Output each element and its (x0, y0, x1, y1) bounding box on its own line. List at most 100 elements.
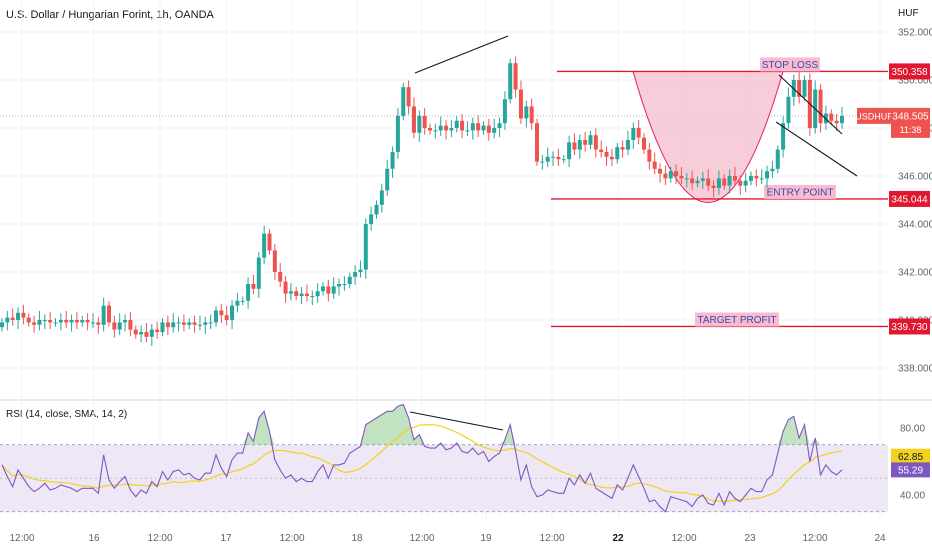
candle-body (444, 125, 449, 131)
symbol-badge (857, 107, 891, 124)
price-tick: 352.000 (898, 28, 932, 39)
candle-body (69, 320, 74, 323)
candle-body (326, 286, 331, 294)
candle-body (663, 173, 668, 179)
candle-body (438, 125, 443, 131)
rsi-overbought-fill (777, 431, 784, 445)
candle-body (379, 190, 384, 205)
time-tick: 23 (744, 533, 756, 544)
candle-body (513, 63, 518, 90)
candle-body (716, 178, 721, 188)
candle-body (85, 320, 90, 323)
candle-body (256, 257, 261, 289)
chart-title: U.S. Dollar / Hungarian Forint, 1h, OAND… (6, 9, 214, 21)
candle-body (288, 291, 293, 294)
candle-body (155, 329, 160, 332)
sma-value-badge (891, 448, 930, 464)
candle-body (765, 171, 770, 179)
candle-body (732, 176, 737, 181)
level-label: TARGET PROFIT (697, 315, 776, 326)
candle-body (112, 322, 117, 330)
candle-body (588, 135, 593, 145)
candle-body (604, 152, 609, 157)
candle-body (609, 156, 614, 160)
time-tick: 12:00 (279, 533, 304, 544)
level-label: ENTRY POINT (767, 187, 834, 198)
candle-body (625, 140, 630, 150)
candle-body (417, 116, 422, 133)
candle-body (294, 291, 299, 296)
currency-label: HUF (898, 8, 919, 19)
candle-body (42, 320, 47, 321)
candle-body (37, 320, 42, 325)
candle-body (246, 284, 251, 301)
candle-body (802, 80, 807, 97)
rsi-indicator-title[interactable]: RSI (14, close, SMA, 14, 2) (6, 409, 128, 420)
candle-body (658, 168, 663, 174)
candle-body (668, 171, 673, 179)
candle-body (652, 161, 657, 169)
candle-body (390, 152, 395, 169)
candle-body (331, 286, 336, 294)
rsi-value-text: 55.29 (898, 465, 923, 476)
level-price-badge (889, 63, 930, 80)
candle-body (829, 113, 834, 121)
candle-body (706, 178, 711, 186)
countdown-text: 11:38 (900, 125, 922, 135)
candle-body (208, 322, 213, 324)
candle-body (80, 320, 85, 323)
candle-body (492, 128, 497, 133)
candle-body (593, 135, 598, 150)
candle-body (267, 233, 272, 251)
candle-body (224, 315, 229, 320)
time-tick: 19 (480, 533, 492, 544)
candle-body (449, 128, 454, 131)
candle-body (631, 128, 636, 140)
sma-value-text: 62.85 (898, 452, 923, 463)
rsi-overbought-fill (376, 414, 382, 445)
level-label: STOP LOSS (762, 60, 819, 71)
rsi-line (1, 403, 843, 513)
rsi-tick: 40.00 (900, 491, 925, 502)
current-price-badge (891, 107, 930, 138)
price-tick: 346.000 (898, 172, 932, 183)
rsi-band (0, 444, 888, 512)
rsi-overbought-fill (510, 424, 516, 445)
rsi-overbought-fill (804, 424, 810, 445)
candle-body (577, 140, 582, 150)
candle-body (775, 149, 780, 169)
candle-body (310, 296, 315, 297)
candle-body (727, 176, 732, 186)
candle-body (642, 137, 646, 150)
candle-body (160, 322, 165, 332)
candle-body (107, 305, 111, 323)
rsi-tick: 80.00 (900, 424, 925, 435)
candle-body (545, 156, 550, 162)
candle-body (818, 89, 823, 124)
candle-body (690, 178, 695, 184)
cup-outline (632, 71, 784, 203)
candle-body (524, 106, 529, 119)
candle-body (192, 322, 197, 325)
candle-body (304, 293, 309, 296)
rsi-divergence-line (409, 411, 504, 431)
price-tick: 350.000 (898, 76, 932, 87)
rsi-overbought-fill (799, 424, 805, 445)
candle-body (10, 317, 15, 320)
candle-body (401, 87, 406, 116)
candle-body (395, 116, 400, 152)
candle-body (572, 142, 577, 150)
candle-body (540, 161, 545, 163)
level-label-bg (764, 184, 836, 199)
rsi-overbought-fill (264, 411, 270, 445)
rsi-overbought-fill (258, 411, 265, 445)
rsi-overbought-fill (783, 419, 789, 445)
rsi-overbought-fill (788, 416, 794, 445)
candle-body (428, 128, 432, 131)
candle-body (770, 168, 775, 172)
candle-body (117, 322, 122, 330)
time-axis: 12:00 16 12:00 17 12:00 18 12:00 19 12:00 22 12:00… (9, 533, 886, 544)
candle-body (636, 128, 641, 138)
candle-body (754, 176, 759, 179)
